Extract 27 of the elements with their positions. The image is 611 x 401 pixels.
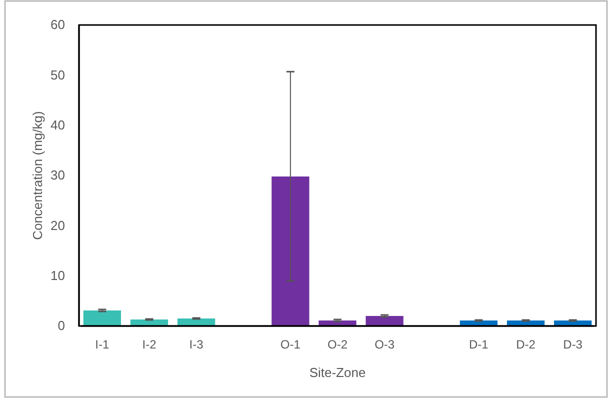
bar bbox=[460, 320, 498, 326]
x-tick-label: D-1 bbox=[469, 338, 489, 352]
y-axis-title: Concentration (mg/kg) bbox=[30, 111, 45, 240]
bar bbox=[318, 320, 356, 326]
y-tick-label: 50 bbox=[50, 67, 65, 82]
x-tick-label: D-3 bbox=[563, 338, 583, 352]
x-tick-label: I-1 bbox=[95, 338, 110, 352]
y-tick-label: 20 bbox=[50, 218, 65, 233]
bar bbox=[130, 319, 168, 326]
bar bbox=[83, 310, 122, 326]
y-tick-label: 30 bbox=[50, 168, 65, 183]
y-tick-label: 0 bbox=[58, 318, 65, 334]
x-tick-label: I-3 bbox=[189, 338, 204, 352]
y-tick-label: 40 bbox=[50, 117, 65, 132]
y-tick-label: 60 bbox=[50, 17, 65, 32]
x-tick-label: O-2 bbox=[327, 338, 348, 352]
bar bbox=[506, 320, 545, 326]
x-tick-label: D-2 bbox=[516, 338, 536, 352]
bar bbox=[177, 318, 216, 326]
x-axis-title: Site-Zone bbox=[309, 365, 366, 380]
bar bbox=[554, 320, 592, 326]
x-tick-label: I-2 bbox=[142, 338, 157, 352]
y-tick-label: 10 bbox=[50, 268, 65, 283]
bar bbox=[366, 316, 404, 326]
bar bbox=[272, 176, 310, 326]
x-tick-label: O-1 bbox=[280, 338, 301, 352]
x-tick-label: O-3 bbox=[374, 338, 395, 352]
